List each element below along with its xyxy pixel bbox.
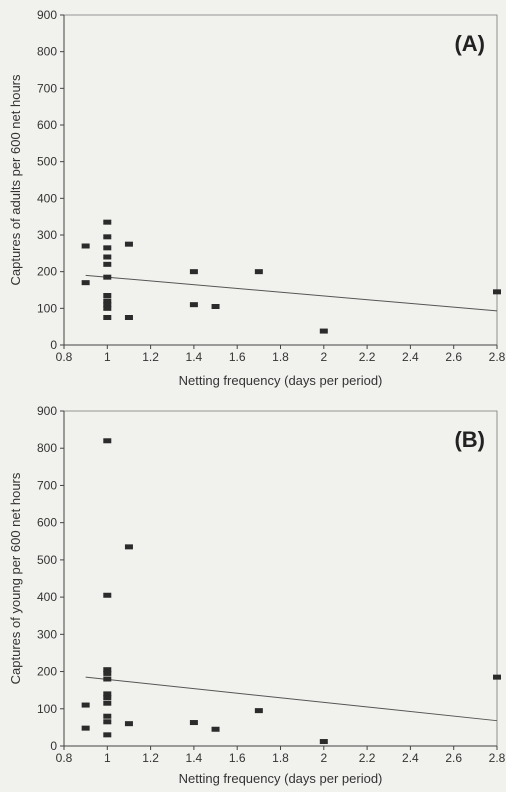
x-tick-label: 2.8 xyxy=(489,751,506,765)
x-axis-title: Netting frequency (days per period) xyxy=(179,771,383,786)
data-point xyxy=(254,269,263,275)
data-point xyxy=(103,592,112,598)
y-tick-label: 700 xyxy=(37,478,57,492)
y-tick-label: 500 xyxy=(37,553,57,567)
data-point xyxy=(103,700,112,706)
y-tick-label: 400 xyxy=(37,590,57,604)
data-point xyxy=(189,269,198,275)
x-tick-label: 2.4 xyxy=(402,350,419,364)
y-tick-label: 0 xyxy=(50,338,57,352)
data-point xyxy=(254,708,263,714)
x-tick-label: 1.6 xyxy=(229,350,246,364)
x-tick-label: 2 xyxy=(320,350,327,364)
data-point xyxy=(103,245,112,251)
data-point xyxy=(103,713,112,719)
y-tick-label: 500 xyxy=(37,155,57,169)
plot-frame xyxy=(64,410,498,746)
data-point xyxy=(124,315,133,320)
trend-line xyxy=(85,676,498,722)
x-tick-label: 1.8 xyxy=(272,350,289,364)
data-point xyxy=(103,261,112,267)
data-point xyxy=(81,243,90,249)
y-tick-label: 600 xyxy=(37,516,57,530)
data-point xyxy=(81,280,90,286)
data-point xyxy=(103,298,112,304)
y-tick-label: 700 xyxy=(37,81,57,95)
data-point xyxy=(103,695,112,701)
x-tick-label: 1.6 xyxy=(229,751,246,765)
x-tick-label: 1.2 xyxy=(142,350,159,364)
data-point xyxy=(493,289,501,295)
data-point xyxy=(103,438,112,444)
data-point xyxy=(319,328,328,334)
x-tick-label: 1.8 xyxy=(272,751,289,765)
data-point xyxy=(319,739,328,745)
x-tick-label: 1.2 xyxy=(142,751,159,765)
y-tick-label: 800 xyxy=(37,45,57,59)
panel-b-chart: 0.8 1 1.2 1.4 1.6 1.8 2 2.2 2.4 2.6 2.8 0 100 200 300 4… xyxy=(8,404,506,786)
y-tick-label: 400 xyxy=(37,191,57,205)
y-tick-label: 0 xyxy=(50,739,57,753)
x-tick-label: 2.2 xyxy=(359,350,376,364)
y-tick-label: 900 xyxy=(37,8,57,22)
panel-label: (B) xyxy=(454,427,485,452)
data-point xyxy=(211,304,220,309)
panel-label: (A) xyxy=(454,31,485,56)
x-tick-label: 2.2 xyxy=(359,751,376,765)
data-point xyxy=(124,544,133,550)
x-tick-label: 1.4 xyxy=(186,350,203,364)
data-point xyxy=(124,241,133,247)
x-tick-label: 1 xyxy=(104,350,111,364)
x-tick-label: 0.8 xyxy=(56,751,73,765)
x-axis-title: Netting frequency (days per period) xyxy=(179,373,383,388)
panel-a-chart: 0.8 1 1.2 1.4 1.6 1.8 2 2.2 2.4 2.6 2.8 0 100 200 300 4… xyxy=(8,8,506,388)
data-point xyxy=(103,719,112,725)
trend-line xyxy=(85,274,498,312)
data-point xyxy=(103,670,112,676)
data-point xyxy=(103,305,112,311)
data-point xyxy=(103,302,112,308)
x-tick-label: 1 xyxy=(104,751,111,765)
data-point xyxy=(211,726,220,732)
data-point xyxy=(103,293,112,298)
data-point xyxy=(103,234,112,240)
x-tick-label: 0.8 xyxy=(56,350,73,364)
x-tick-label: 2.6 xyxy=(445,350,462,364)
data-point xyxy=(493,674,501,680)
y-tick-label: 600 xyxy=(37,118,57,132)
data-point xyxy=(103,676,112,682)
y-tick-label: 800 xyxy=(37,441,57,455)
data-point xyxy=(124,721,133,727)
x-tick-label: 2.4 xyxy=(402,751,419,765)
y-tick-label: 300 xyxy=(37,228,57,242)
data-point xyxy=(103,667,112,673)
data-point xyxy=(103,732,112,738)
x-tick-label: 1.4 xyxy=(186,751,203,765)
y-tick-label: 200 xyxy=(37,665,57,679)
data-point xyxy=(103,691,112,697)
data-point xyxy=(103,219,112,225)
data-point xyxy=(81,725,90,731)
plot-frame xyxy=(64,14,498,345)
y-tick-label: 200 xyxy=(37,265,57,279)
y-axis-title: Captures of adults per 600 net hours xyxy=(8,74,23,286)
y-tick-label: 300 xyxy=(37,627,57,641)
data-point xyxy=(189,302,198,308)
data-point xyxy=(189,720,198,726)
y-tick-label: 100 xyxy=(37,301,57,315)
x-tick-label: 2.8 xyxy=(489,350,506,364)
data-point xyxy=(103,254,112,260)
data-point xyxy=(103,315,112,320)
y-tick-label: 900 xyxy=(37,404,57,418)
data-point xyxy=(103,274,112,280)
x-tick-label: 2.6 xyxy=(445,751,462,765)
y-axis-title: Captures of young per 600 net hours xyxy=(8,472,23,684)
data-point xyxy=(81,702,90,708)
x-tick-label: 2 xyxy=(320,751,327,765)
y-tick-label: 100 xyxy=(37,702,57,716)
